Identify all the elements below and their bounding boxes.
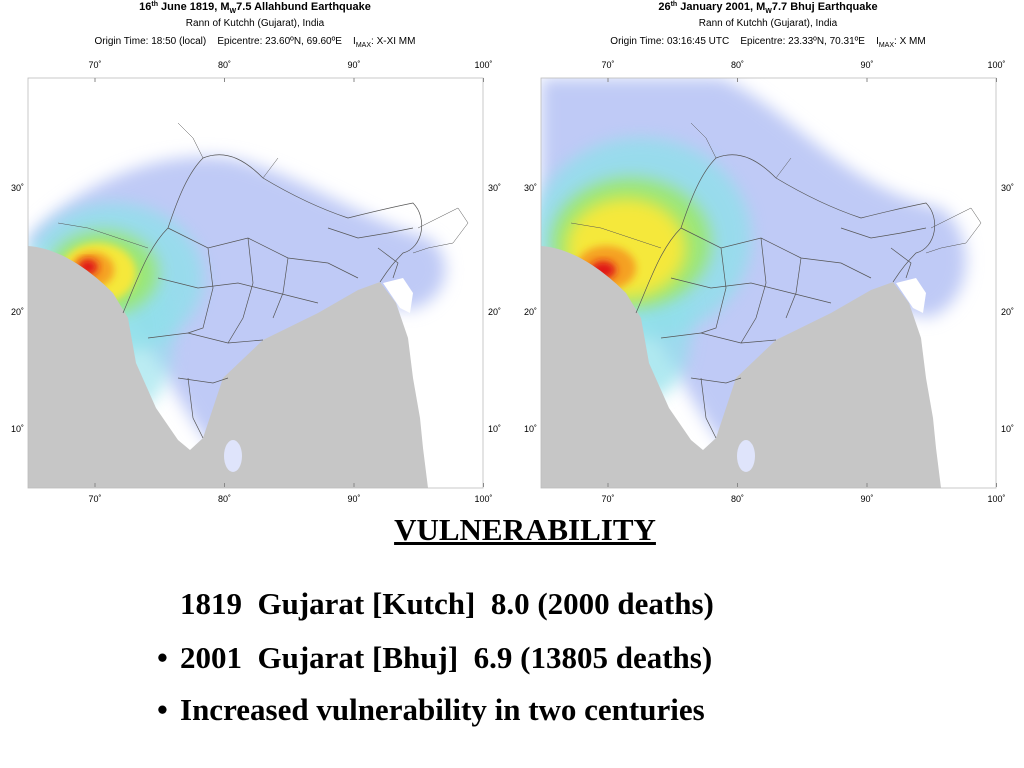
- bullet-item: • Increased vulnerability in two centurie…: [157, 692, 705, 728]
- heading: VULNERABILITY: [394, 512, 656, 547]
- lon-label-top: 80˚: [731, 60, 744, 70]
- map-right: [540, 77, 997, 489]
- lat-label-right: 10˚: [1001, 424, 1014, 434]
- origin-part: : X-XI MM: [371, 36, 415, 47]
- map-origin: Origin Time: 18:50 (local) Epicentre: 23…: [95, 36, 416, 49]
- lon-label-bottom: 90˚: [347, 494, 360, 504]
- bullet-item: • 2001 Gujarat [Bhuj] 6.9 (13805 deaths): [157, 640, 712, 676]
- map-title: 16th June 1819, MW7.5 Allahbund Earthqua…: [139, 1, 371, 15]
- lat-label-left: 10˚: [11, 424, 24, 434]
- item-text: 2001 Gujarat [Bhuj] 6.9 (13805 deaths): [180, 640, 713, 675]
- lat-label-left: 30˚: [524, 183, 537, 193]
- lat-label-left: 10˚: [524, 424, 537, 434]
- lat-label-right: 10˚: [488, 424, 501, 434]
- title-part: th: [671, 1, 678, 8]
- bullet-item: 1819 Gujarat [Kutch] 8.0 (2000 deaths): [157, 586, 714, 622]
- lon-label-top: 100˚: [987, 60, 1005, 70]
- lon-label-bottom: 100˚: [474, 494, 492, 504]
- lon-label-top: 80˚: [218, 60, 231, 70]
- map-location: Rann of Kutchh (Gujarat), India: [186, 18, 325, 29]
- lon-label-bottom: 100˚: [987, 494, 1005, 504]
- origin-part: MAX: [356, 42, 372, 49]
- map-title: 26th January 2001, MW7.7 Bhuj Earthquake: [658, 1, 877, 15]
- lat-label-left: 20˚: [524, 307, 537, 317]
- bullet: •: [157, 640, 168, 675]
- lon-label-top: 100˚: [474, 60, 492, 70]
- lat-label-right: 30˚: [488, 183, 501, 193]
- lat-label-left: 20˚: [11, 307, 24, 317]
- lat-label-left: 30˚: [11, 183, 24, 193]
- lon-label-bottom: 70˚: [601, 494, 614, 504]
- origin-part: Origin Time: 03:16:45 UTC Epicentre: 23.…: [610, 36, 879, 47]
- item-text: 1819 Gujarat [Kutch] 8.0 (2000 deaths): [180, 586, 714, 621]
- title-part: 26: [658, 1, 670, 13]
- title-part: 7.7 Bhuj Earthquake: [772, 1, 878, 13]
- map-origin: Origin Time: 03:16:45 UTC Epicentre: 23.…: [610, 36, 925, 49]
- item-text: Increased vulnerability in two centuries: [180, 692, 705, 727]
- map-figure: 16th June 1819, MW7.5 Allahbund Earthqua…: [11, 1, 1014, 504]
- lon-label-top: 70˚: [601, 60, 614, 70]
- lat-label-right: 30˚: [1001, 183, 1014, 193]
- title-part: June 1819, M: [158, 1, 230, 13]
- lon-label-bottom: 70˚: [88, 494, 101, 504]
- title-part: 7.5 Allahbund Earthquake: [236, 1, 371, 13]
- bullet: •: [157, 692, 168, 727]
- title-part: W: [765, 8, 772, 15]
- title-part: 16: [139, 1, 151, 13]
- map-location: Rann of Kutchh (Gujarat), India: [699, 18, 838, 29]
- title-part: th: [151, 1, 158, 8]
- title-part: W: [230, 8, 237, 15]
- lon-label-top: 70˚: [88, 60, 101, 70]
- lon-label-bottom: 80˚: [731, 494, 744, 504]
- origin-part: : X MM: [894, 36, 926, 47]
- title-part: January 2001, M: [677, 1, 765, 13]
- lon-label-bottom: 90˚: [860, 494, 873, 504]
- lat-label-right: 20˚: [488, 307, 501, 317]
- origin-part: Origin Time: 18:50 (local) Epicentre: 23…: [95, 36, 356, 47]
- lat-label-right: 20˚: [1001, 307, 1014, 317]
- origin-part: MAX: [879, 42, 895, 49]
- lon-label-top: 90˚: [347, 60, 360, 70]
- map-left: [27, 77, 484, 489]
- lon-label-top: 90˚: [860, 60, 873, 70]
- lon-label-bottom: 80˚: [218, 494, 231, 504]
